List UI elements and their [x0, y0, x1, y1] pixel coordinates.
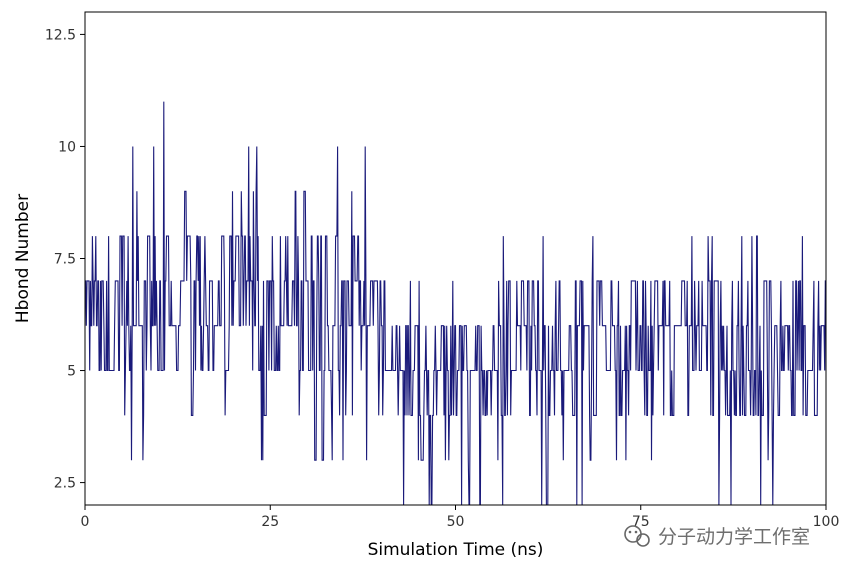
watermark-text: 分子动力学工作室 [658, 526, 810, 548]
y-tick-label: 10 [58, 139, 76, 155]
x-tick-label: 50 [447, 514, 465, 530]
y-axis-ticks: 2.5 5 7.5 10 12.5 [45, 27, 85, 492]
y-tick-label: 2.5 [54, 476, 76, 492]
hbond-series [85, 101, 826, 506]
y-tick-label: 7.5 [54, 252, 76, 268]
y-tick-label: 5 [67, 364, 76, 380]
x-axis-title: Simulation Time (ns) [368, 540, 544, 560]
y-axis-title: Hbond Number [13, 194, 33, 323]
x-tick-label: 100 [813, 514, 840, 530]
x-tick-label: 75 [632, 514, 650, 530]
x-tick-label: 25 [261, 514, 279, 530]
hbond-series-line [85, 101, 826, 506]
y-tick-label: 12.5 [45, 27, 76, 43]
x-tick-label: 0 [81, 514, 90, 530]
watermark: 分子动力学工作室 [624, 525, 810, 548]
wechat-icon [624, 525, 650, 547]
